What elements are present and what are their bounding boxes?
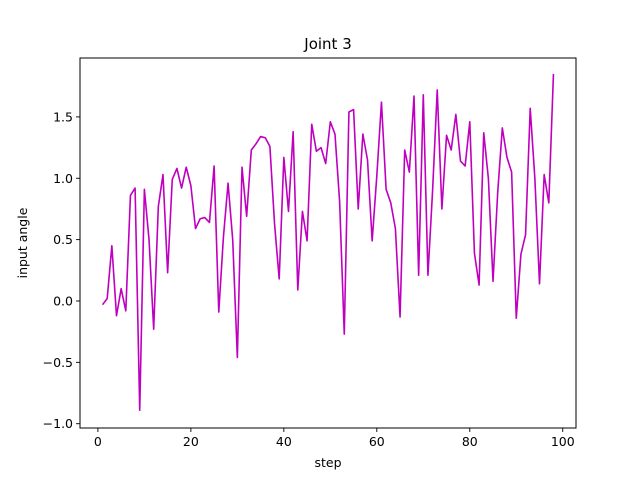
y-tick-label: 1.5 <box>53 109 73 124</box>
axes-frame <box>79 57 577 429</box>
y-axis: −1.0 −0.5 0.0 0.5 1.0 1.5 <box>43 109 80 431</box>
x-tick-label: 60 <box>369 434 385 449</box>
series-line-0 <box>101 73 555 412</box>
y-tick-label: 0.5 <box>53 232 73 247</box>
y-tick-label: 1.0 <box>53 171 73 186</box>
y-tick-label: −0.5 <box>43 355 73 370</box>
y-tick-label: −1.0 <box>43 416 73 431</box>
x-tick-label: 0 <box>94 434 102 449</box>
x-tick-label: 80 <box>462 434 478 449</box>
x-axis: 0 20 40 60 80 100 <box>94 428 575 449</box>
x-tick-label: 20 <box>183 434 199 449</box>
chart-title: Joint 3 <box>303 35 351 53</box>
x-tick-label: 40 <box>276 434 292 449</box>
y-axis-label: input angle <box>15 207 30 278</box>
plot-area <box>101 73 555 412</box>
x-tick-label: 100 <box>551 434 575 449</box>
y-tick-label: 0.0 <box>53 293 73 308</box>
x-axis-label: step <box>314 455 341 470</box>
